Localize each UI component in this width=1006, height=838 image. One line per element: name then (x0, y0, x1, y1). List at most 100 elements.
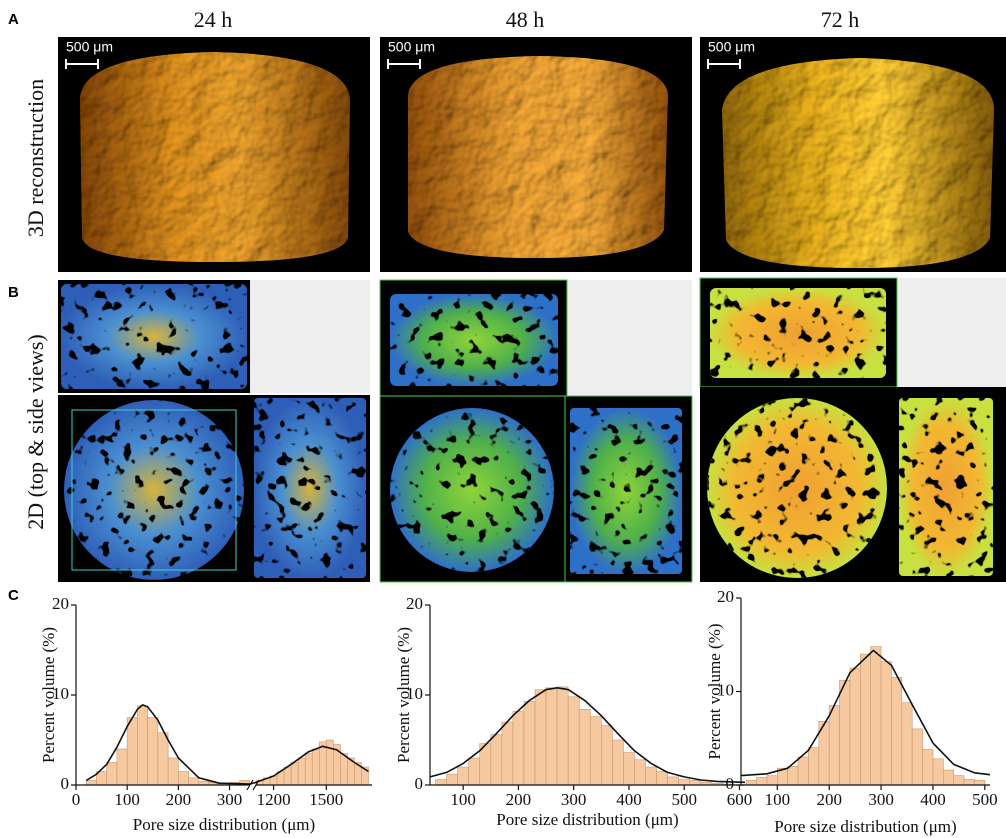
bar (567, 696, 580, 786)
bar (623, 752, 635, 786)
y-tick-label: 0 (726, 774, 735, 793)
slice-views (58, 280, 370, 582)
y-tick-label: 20 (717, 587, 734, 606)
bar (797, 756, 809, 786)
x-tick-label: 100 (114, 790, 140, 809)
bar (589, 716, 602, 786)
bar (534, 689, 547, 786)
bar (167, 757, 179, 786)
scale-bar-label: 500 μm (66, 39, 113, 55)
x-tick-label: 400 (920, 790, 946, 809)
bar (645, 766, 657, 786)
column-title: 24 h (194, 7, 233, 32)
panel-label: B (8, 284, 19, 301)
reconstruction-image: 500 μm (380, 37, 692, 272)
x-tick-label: 100 (450, 790, 476, 809)
bar (953, 775, 965, 786)
bar (870, 646, 882, 786)
y-tick-label: 10 (717, 680, 734, 699)
bar (446, 773, 458, 786)
bar (556, 686, 569, 786)
x-tick-label: 600 (727, 790, 753, 809)
bar (512, 710, 525, 786)
bar (828, 705, 840, 786)
bar (340, 753, 348, 786)
x-tick-label: 0 (72, 790, 81, 809)
bar (839, 679, 851, 786)
column-title: 48 h (506, 7, 545, 32)
x-tick-label: 500 (972, 790, 998, 809)
column-title: 72 h (821, 7, 860, 32)
bar (435, 779, 447, 786)
bar (545, 687, 558, 786)
bar (137, 705, 148, 786)
bar (689, 780, 702, 786)
x-tick-label: 300 (561, 790, 587, 809)
bar (578, 709, 591, 786)
row-label: 3D reconstruction (23, 79, 48, 237)
x-axis-label: Pore size distribution (μm) (133, 815, 315, 834)
bar (656, 771, 668, 786)
slice-views (379, 279, 693, 583)
x-tick-label: 100 (765, 790, 791, 809)
bar (188, 777, 200, 786)
bar (963, 779, 975, 786)
y-tick-label: 20 (406, 594, 423, 613)
bar (311, 748, 320, 786)
y-tick-label: 10 (52, 684, 69, 703)
bar (283, 766, 292, 786)
bar (891, 677, 903, 786)
y-axis-label: Percent volume (%) (705, 624, 724, 760)
bar (974, 780, 986, 786)
y-axis-label: Percent volume (%) (39, 627, 58, 763)
bar (808, 747, 820, 786)
x-tick-label: 200 (816, 790, 842, 809)
axis-break (252, 779, 260, 791)
bar (147, 717, 159, 786)
bar (880, 661, 892, 786)
axis-break (246, 779, 254, 791)
scale-bar-label: 500 μm (388, 39, 435, 55)
bar (490, 734, 503, 786)
bar (860, 653, 871, 786)
bar (766, 775, 778, 786)
bar (116, 748, 128, 786)
y-tick-label: 0 (61, 774, 70, 793)
bar (943, 769, 954, 786)
bar (849, 667, 861, 786)
bar (901, 702, 913, 786)
y-tick-label: 0 (415, 774, 424, 793)
bar (290, 762, 299, 786)
bar (787, 765, 799, 786)
bar (911, 728, 923, 786)
bar (85, 780, 97, 786)
x-tick-label: 300 (868, 790, 894, 809)
reconstruction-image: 500 μm (700, 37, 1006, 272)
bar (126, 717, 138, 786)
x-tick-label: 1200 (257, 790, 291, 809)
reconstruction-image: 500 μm (58, 37, 370, 272)
x-tick-label: 300 (217, 790, 243, 809)
panel-label: A (8, 11, 19, 28)
fit-curve (85, 704, 369, 785)
fit-curve (740, 649, 991, 777)
y-axis-label: Percent volume (%) (394, 627, 413, 763)
bar (634, 759, 646, 786)
bar (178, 771, 189, 786)
bar (106, 762, 118, 786)
bar (756, 777, 768, 786)
x-tick-label: 200 (166, 790, 192, 809)
bar (457, 766, 469, 786)
fit-curve (429, 687, 746, 784)
x-tick-label: 1500 (309, 790, 343, 809)
x-tick-label: 500 (671, 790, 697, 809)
x-axis-label: Pore size distribution (μm) (496, 810, 678, 829)
bar (745, 780, 757, 786)
row-label: 2D (top & side views) (23, 334, 48, 530)
y-tick-label: 10 (406, 684, 423, 703)
x-tick-label: 200 (506, 790, 532, 809)
bar (667, 776, 679, 786)
y-tick-label: 20 (52, 594, 69, 613)
bar (468, 757, 481, 786)
